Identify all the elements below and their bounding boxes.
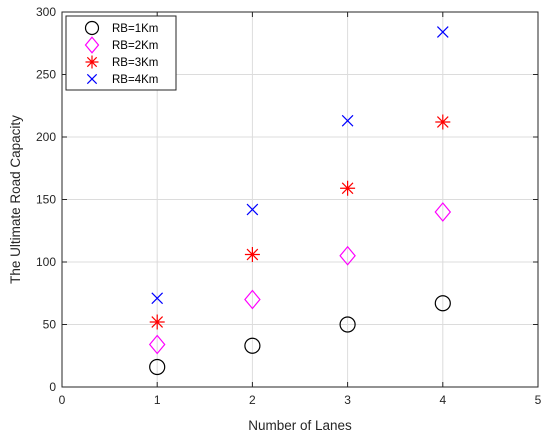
legend-marker-asterisk (85, 55, 99, 69)
y-tick-label: 100 (36, 255, 56, 269)
data-point-diamond (434, 202, 452, 222)
legend-label: RB=1Km (112, 23, 158, 35)
series-cross (151, 26, 449, 305)
x-tick-label: 3 (344, 393, 351, 407)
data-point-asterisk (149, 314, 165, 330)
legend-label: RB=4Km (112, 74, 158, 86)
y-tick-label: 200 (36, 130, 56, 144)
data-point-asterisk (340, 180, 356, 196)
x-tick-label: 4 (439, 393, 446, 407)
x-tick-label: 5 (535, 393, 542, 407)
legend: RB=1Km RB=2Km RB=3Km RB=4Km (65, 15, 177, 91)
x-tick-label: 1 (154, 393, 161, 407)
data-point-asterisk (244, 247, 260, 262)
data-point-cross (436, 26, 449, 38)
data-point-asterisk (435, 114, 451, 130)
data-point-cross (151, 292, 164, 305)
data-point-diamond (339, 245, 356, 266)
legend-marker-circle (84, 20, 100, 36)
data-point-diamond (148, 334, 166, 355)
data-point-diamond (244, 289, 261, 310)
series-circle (149, 295, 451, 376)
data-point-circle (339, 316, 356, 333)
series-diamond (148, 202, 452, 355)
x-tick-label: 0 (59, 393, 66, 407)
y-axis-label: The Ultimate Road Capacity (8, 115, 23, 284)
legend-label: RB=2Km (112, 40, 158, 52)
legend-marker-diamond (84, 36, 100, 54)
y-tick-label: 150 (36, 193, 56, 207)
data-point-cross (341, 114, 354, 127)
y-tick-label: 0 (49, 380, 56, 394)
data-point-cross (246, 203, 259, 216)
x-axis-label: Number of Lanes (248, 418, 352, 433)
x-tick-label: 2 (249, 393, 256, 407)
data-points (148, 26, 452, 376)
legend-marker-cross (86, 73, 98, 85)
series-asterisk (149, 114, 451, 330)
legend-label: RB=3Km (112, 57, 158, 69)
data-point-circle (149, 358, 166, 376)
y-tick-label: 250 (36, 68, 56, 82)
y-tick-label: 50 (43, 318, 57, 332)
data-point-circle (244, 337, 261, 354)
grid-lines (61, 11, 539, 388)
data-point-circle (434, 295, 451, 312)
legend-box (65, 15, 177, 91)
y-tick-label: 300 (36, 5, 56, 19)
